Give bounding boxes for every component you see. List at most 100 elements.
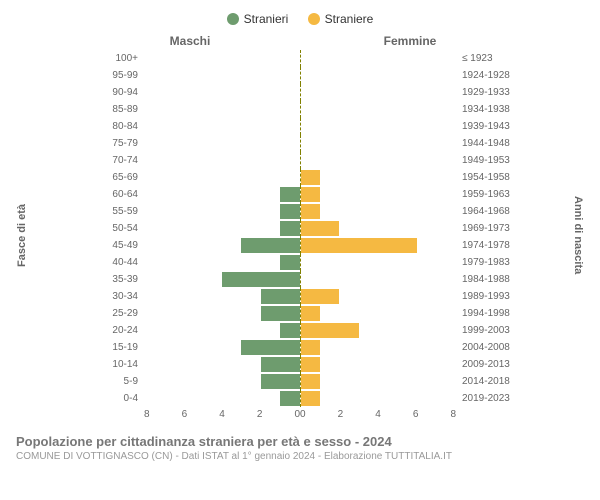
pyramid-row: 95-991924-1928 xyxy=(80,67,520,84)
birth-label: 1939-1943 xyxy=(456,121,520,132)
bar-female-track xyxy=(301,203,457,220)
x-tick: 0 xyxy=(300,409,306,420)
bar-female-track xyxy=(301,152,457,169)
birth-label: 1994-1998 xyxy=(456,308,520,319)
bar-male xyxy=(261,357,300,372)
age-label: 70-74 xyxy=(80,155,144,166)
bar-female-track xyxy=(301,254,457,271)
x-tick: 2 xyxy=(338,409,344,420)
birth-label: 1979-1983 xyxy=(456,257,520,268)
bar-female xyxy=(301,357,320,372)
bar-female xyxy=(301,323,359,338)
bar-male xyxy=(280,204,299,219)
bar-female-track xyxy=(301,84,457,101)
bar-male xyxy=(280,391,299,406)
pyramid-row: 25-29 1994-1998 xyxy=(80,305,520,322)
pyramid-row: 40-441979-1983 xyxy=(80,254,520,271)
pyramid-row: 10-142009-2013 xyxy=(80,356,520,373)
pyramid-row: 65-691954-1958 xyxy=(80,169,520,186)
birth-label: 1969-1973 xyxy=(456,223,520,234)
bar-male xyxy=(241,238,299,253)
pyramid-row: 55-59 1964-1968 xyxy=(80,203,520,220)
bar-male-track xyxy=(144,67,301,84)
bar-female xyxy=(301,221,340,236)
bar-male xyxy=(280,255,299,270)
bar-female xyxy=(301,374,320,389)
birth-label: 2004-2008 xyxy=(456,342,520,353)
x-tick: 6 xyxy=(413,409,419,420)
bar-female-track xyxy=(301,237,457,254)
bar-male-track xyxy=(144,288,301,305)
birth-label: 1959-1963 xyxy=(456,189,520,200)
population-pyramid: 100+≤ 192395-991924-192890-941929-193385… xyxy=(80,50,520,407)
pyramid-row: 30-341989-1993 xyxy=(80,288,520,305)
bar-female-track xyxy=(301,169,457,186)
legend: Stranieri Straniere xyxy=(16,12,584,28)
legend-male-swatch xyxy=(227,13,239,25)
legend-female-label: Straniere xyxy=(325,12,374,26)
bar-male-track xyxy=(144,390,301,407)
bar-male-track xyxy=(144,135,301,152)
bar-female xyxy=(301,340,320,355)
birth-label: 1964-1968 xyxy=(456,206,520,217)
age-label: 60-64 xyxy=(80,189,144,200)
x-ticks-left: 86420 xyxy=(144,409,300,420)
birth-label: ≤ 1923 xyxy=(456,53,520,64)
legend-female: Straniere xyxy=(308,12,374,26)
bar-male-track xyxy=(144,322,301,339)
birth-label: 1929-1933 xyxy=(456,87,520,98)
bar-male xyxy=(261,306,300,321)
pyramid-row: 100+≤ 1923 xyxy=(80,50,520,67)
age-label: 15-19 xyxy=(80,342,144,353)
age-label: 45-49 xyxy=(80,240,144,251)
bar-female-track xyxy=(301,373,457,390)
birth-label: 1934-1938 xyxy=(456,104,520,115)
bar-male xyxy=(261,289,300,304)
bar-male-track xyxy=(144,254,301,271)
caption-title: Popolazione per cittadinanza straniera p… xyxy=(16,434,584,449)
pyramid-row: 15-19 2004-2008 xyxy=(80,339,520,356)
bar-male xyxy=(241,340,299,355)
bar-female-track xyxy=(301,135,457,152)
caption-subtitle: COMUNE DI VOTTIGNASCO (CN) - Dati ISTAT … xyxy=(16,451,584,462)
age-label: 5-9 xyxy=(80,376,144,387)
legend-male-label: Stranieri xyxy=(244,12,289,26)
x-tick: 2 xyxy=(257,409,263,420)
age-label: 80-84 xyxy=(80,121,144,132)
bar-male xyxy=(280,187,299,202)
x-tick: 6 xyxy=(182,409,188,420)
bar-female-track xyxy=(301,390,457,407)
age-label: 35-39 xyxy=(80,274,144,285)
birth-label: 1974-1978 xyxy=(456,240,520,251)
bar-male xyxy=(280,221,299,236)
bar-male xyxy=(222,272,300,287)
x-tick: 8 xyxy=(144,409,150,420)
bar-female-track xyxy=(301,67,457,84)
birth-label: 2014-2018 xyxy=(456,376,520,387)
x-tick: 4 xyxy=(219,409,225,420)
birth-label: 1949-1953 xyxy=(456,155,520,166)
bar-female-track xyxy=(301,118,457,135)
pyramid-row: 50-541969-1973 xyxy=(80,220,520,237)
age-label: 65-69 xyxy=(80,172,144,183)
pyramid-row: 0-42019-2023 xyxy=(80,390,520,407)
age-label: 20-24 xyxy=(80,325,144,336)
bar-male-track xyxy=(144,271,301,288)
bar-male-track xyxy=(144,152,301,169)
age-label: 55-59 xyxy=(80,206,144,217)
bar-male xyxy=(280,323,299,338)
bar-female xyxy=(301,187,320,202)
bar-male-track xyxy=(144,373,301,390)
bar-female-track xyxy=(301,101,457,118)
pyramid-row: 90-941929-1933 xyxy=(80,84,520,101)
pyramid-row: 75-791944-1948 xyxy=(80,135,520,152)
pyramid-row: 85-891934-1938 xyxy=(80,101,520,118)
age-label: 95-99 xyxy=(80,70,144,81)
bar-male-track xyxy=(144,237,301,254)
age-label: 25-29 xyxy=(80,308,144,319)
bar-female xyxy=(301,289,340,304)
bar-female xyxy=(301,170,320,185)
x-ticks-right: 02468 xyxy=(300,409,456,420)
bar-male-track xyxy=(144,356,301,373)
bar-female xyxy=(301,306,320,321)
